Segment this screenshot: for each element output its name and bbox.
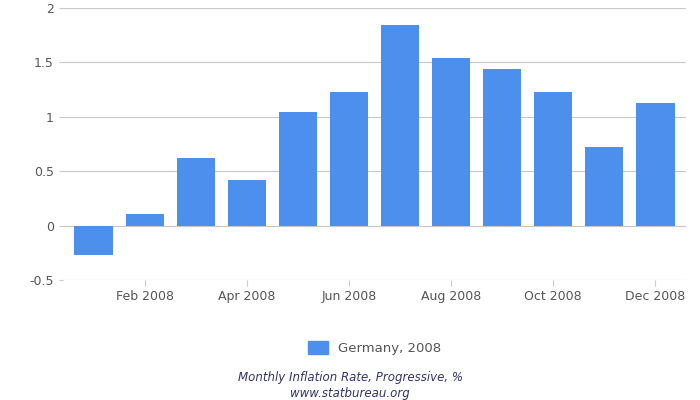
Legend: Germany, 2008: Germany, 2008 [302, 336, 447, 360]
Bar [74, 226, 113, 255]
Text: www.statbureau.org: www.statbureau.org [290, 388, 410, 400]
Bar [381, 26, 419, 226]
Bar [585, 147, 624, 226]
Bar [534, 92, 573, 226]
Bar [432, 58, 470, 226]
Bar [228, 180, 266, 226]
Bar [176, 158, 215, 226]
Bar [330, 92, 368, 226]
Bar [483, 69, 522, 226]
Bar [636, 103, 675, 226]
Bar [125, 214, 164, 226]
Text: Monthly Inflation Rate, Progressive, %: Monthly Inflation Rate, Progressive, % [237, 372, 463, 384]
Bar [279, 112, 317, 226]
